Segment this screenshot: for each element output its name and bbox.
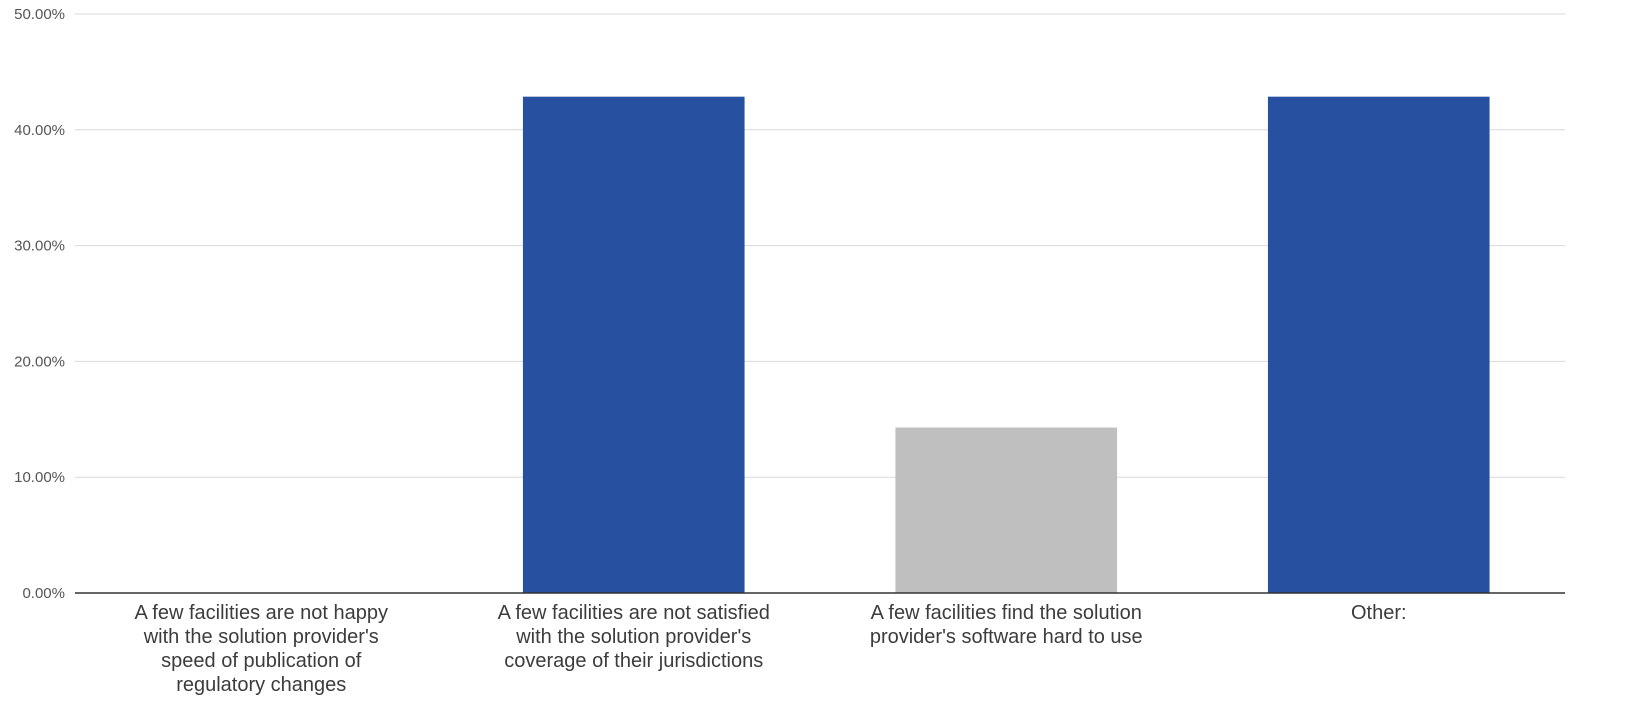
- bar: [1267, 96, 1490, 593]
- y-tick-label: 30.00%: [14, 238, 65, 255]
- bar: [895, 427, 1118, 593]
- y-tick-label: 10.00%: [14, 469, 65, 486]
- x-category-label: A few facilities are not happy with the …: [134, 602, 388, 696]
- y-tick-labels: 0.00% 10.00% 20.00% 30.00% 40.00% 50.00%: [14, 6, 65, 602]
- x-category-label: Other:: [1350, 602, 1407, 624]
- y-tick-label: 50.00%: [14, 6, 65, 23]
- x-category-label: A few facilities find the solution provi…: [869, 602, 1143, 648]
- bars: [522, 96, 1490, 593]
- y-tick-label: 20.00%: [14, 353, 65, 370]
- bar: [522, 96, 745, 593]
- y-tick-label: 0.00%: [22, 585, 65, 602]
- y-tick-label: 40.00%: [14, 122, 65, 139]
- x-category-label: A few facilities are not satisfied with …: [497, 602, 770, 672]
